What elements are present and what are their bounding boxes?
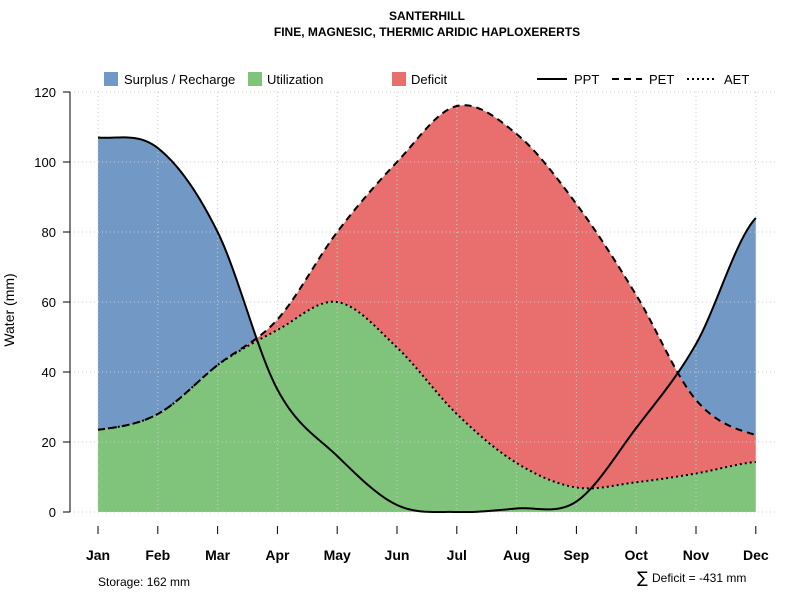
y-tick-label: 100 — [34, 155, 56, 170]
x-tick-label-feb: Feb — [145, 547, 170, 563]
x-tick-label-may: May — [324, 547, 351, 563]
chart-title: SANTERHILL — [389, 9, 465, 23]
series-lines — [97, 104, 757, 514]
surplus-area-2 — [678, 218, 756, 435]
legend-swatch-surplus — [104, 72, 118, 86]
legend-label-aet: AET — [724, 72, 749, 87]
chart-subtitle: FINE, MAGNESIC, THERMIC ARIDIC HAPLOXERE… — [274, 25, 580, 39]
series-line-aet — [97, 300, 756, 490]
y-tick-label: 60 — [42, 295, 56, 310]
legend-label-deficit: Deficit — [411, 72, 448, 87]
legend: Surplus / Recharge Utilization Deficit P… — [104, 72, 749, 87]
series-line-ppt — [97, 136, 757, 514]
surplus-area-1 — [98, 137, 257, 430]
legend-label-utilization: Utilization — [267, 72, 323, 87]
y-tick-label: 20 — [42, 435, 56, 450]
legend-label-pet: PET — [649, 72, 674, 87]
deficit-area — [98, 105, 756, 489]
x-tick-label-apr: Apr — [265, 547, 290, 563]
x-tick-label-jul: Jul — [447, 547, 467, 563]
y-tick-label: 120 — [34, 85, 56, 100]
x-tick-label-aug: Aug — [503, 547, 530, 563]
legend-label-surplus: Surplus / Recharge — [124, 72, 235, 87]
deficit-note: Deficit = -431 mm — [652, 571, 746, 585]
y-tick-label: 40 — [42, 365, 56, 380]
legend-label-ppt: PPT — [574, 72, 599, 87]
x-tick-label-sep: Sep — [564, 547, 590, 563]
x-axis: Jan Feb Mar Apr May Jun Jul Aug Sep Oct Nov Dec — [86, 526, 769, 563]
y-ticks: 0 20 40 60 80 100 120 — [34, 85, 70, 520]
y-tick-label: 80 — [42, 225, 56, 240]
x-tick-label-mar: Mar — [205, 547, 230, 563]
x-tick-label-jan: Jan — [86, 547, 110, 563]
x-tick-label-jun: Jun — [385, 547, 410, 563]
sum-symbol: ∑ — [637, 568, 648, 587]
legend-swatch-utilization — [248, 72, 262, 86]
fill-areas — [98, 105, 756, 512]
y-axis-label: Water (mm) — [1, 273, 17, 346]
x-tick-label-dec: Dec — [743, 547, 769, 563]
x-tick-label-oct: Oct — [625, 547, 649, 563]
x-tick-label-nov: Nov — [683, 547, 710, 563]
y-axis: 0 20 40 60 80 100 120 Water (mm) — [1, 85, 71, 520]
legend-swatch-deficit — [392, 72, 406, 86]
y-tick-label: 0 — [49, 505, 56, 520]
storage-note: Storage: 162 mm — [98, 575, 190, 589]
